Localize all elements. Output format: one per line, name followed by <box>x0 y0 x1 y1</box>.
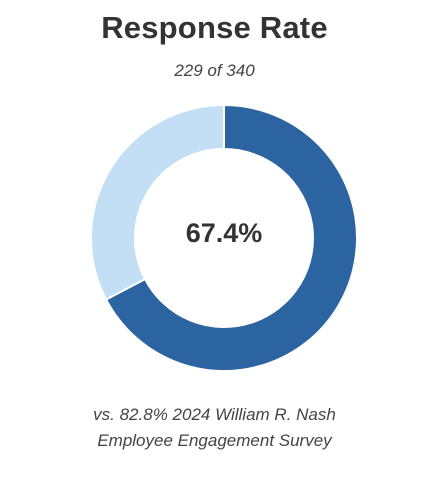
response-rate-value: 67.4% <box>185 218 263 248</box>
response-rate-donut <box>90 103 358 372</box>
donut-slice-not-responded <box>90 103 225 301</box>
footnote-line-2: Employee Engagement Survey <box>97 431 332 450</box>
response-count-subtitle: 229 of 340 <box>174 61 255 80</box>
footnote-line-1: vs. 82.8% 2024 William R. Nash <box>93 405 336 424</box>
page-title: Response Rate <box>101 10 328 45</box>
donut-slices <box>90 103 358 372</box>
comparison-footnote: vs. 82.8% 2024 William R. Nash Employee … <box>0 402 429 454</box>
donut-slice-responded <box>104 103 358 372</box>
